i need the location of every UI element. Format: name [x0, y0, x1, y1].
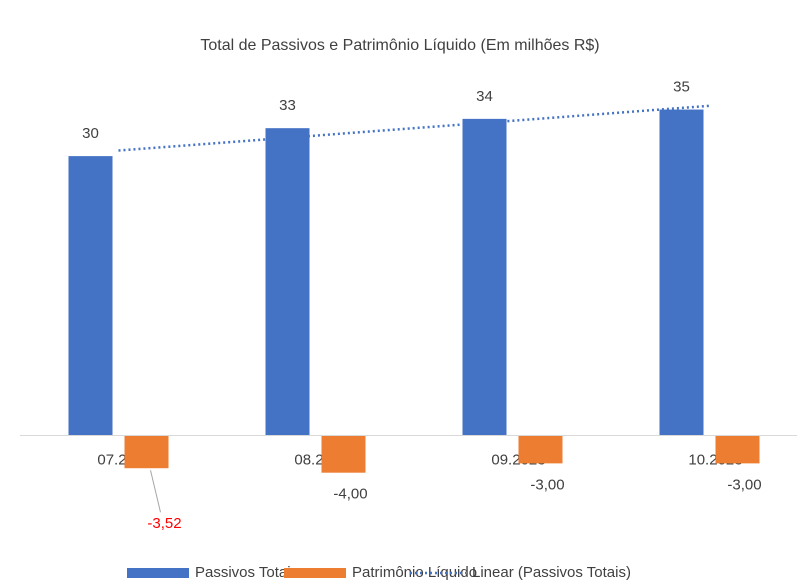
trendline	[118, 104, 710, 152]
bar	[124, 435, 169, 469]
data-label: 35	[673, 79, 690, 96]
data-label: -3,00	[530, 476, 564, 493]
bar	[265, 128, 310, 436]
legend-swatch	[284, 568, 346, 578]
data-label: -4,00	[333, 486, 367, 503]
legend-label: Patrimônio Líquido	[352, 564, 477, 581]
bar	[715, 435, 760, 464]
bar	[321, 435, 366, 473]
data-label: 30	[82, 125, 99, 142]
bar	[462, 118, 507, 436]
bar	[659, 109, 704, 436]
leader-line	[150, 470, 161, 513]
data-label: 34	[476, 88, 493, 105]
chart-title: Total de Passivos e Patrimônio Líquido (…	[200, 37, 599, 54]
bar	[68, 156, 113, 436]
legend-label: Passivos Totais	[195, 564, 298, 581]
data-label: 33	[279, 97, 296, 114]
legend-label: Linear (Passivos Totais)	[472, 564, 631, 581]
data-label: -3,00	[727, 476, 761, 493]
data-label: -3,52	[147, 515, 181, 532]
legend-swatch	[127, 568, 189, 578]
bar	[518, 435, 563, 464]
